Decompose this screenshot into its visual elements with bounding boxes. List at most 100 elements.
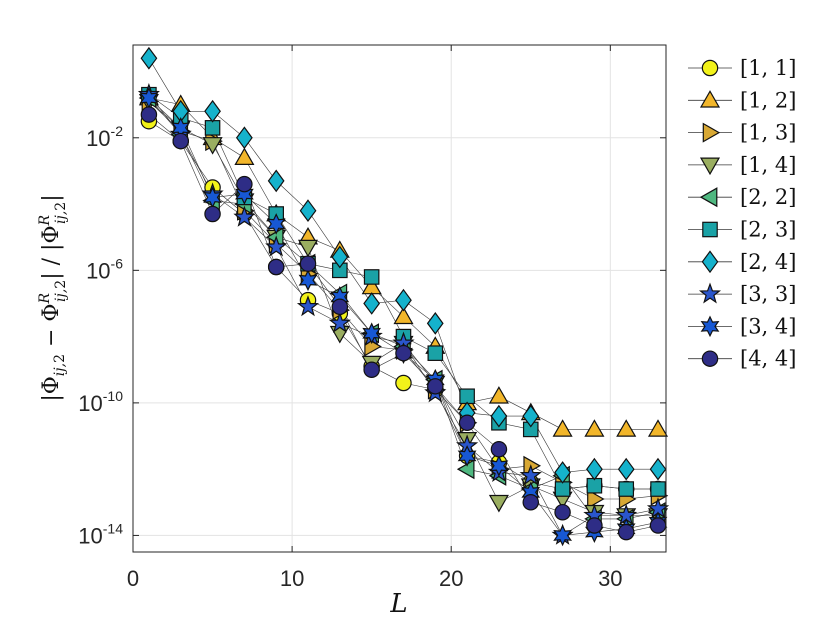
data-point <box>299 199 317 223</box>
data-point <box>140 106 158 123</box>
data-point <box>297 239 319 258</box>
data-point <box>617 457 635 481</box>
y-axis-ticks: 10-2 10-6 10-10 10-14 <box>78 123 666 548</box>
data-point <box>522 494 540 511</box>
x-axis-label: L <box>389 589 407 619</box>
data-point <box>554 503 571 521</box>
legend-label: [1, 1] <box>740 56 796 80</box>
legend-marker <box>702 122 721 143</box>
data-point <box>331 245 349 269</box>
x-tick-label: 10 <box>280 566 304 591</box>
data-point <box>522 404 540 428</box>
data-point <box>586 457 603 481</box>
data-point <box>172 132 189 150</box>
legend-marker <box>700 315 720 338</box>
data-point <box>458 414 476 432</box>
data-point <box>204 99 221 123</box>
x-tick-label: 30 <box>598 566 622 591</box>
data-point <box>456 459 475 480</box>
data-point <box>235 126 253 150</box>
data-point <box>331 298 349 316</box>
legend-label: [4, 4] <box>740 347 796 371</box>
legend-label: [2, 2] <box>740 185 796 209</box>
plot-frame <box>132 44 667 553</box>
data-point <box>266 213 286 235</box>
x-tick-label: 20 <box>439 566 463 591</box>
data-point <box>363 361 380 378</box>
data-point <box>488 386 509 404</box>
data-point <box>459 388 475 405</box>
legend-marker <box>698 282 722 304</box>
y-tick-label: 10-14 <box>78 520 123 548</box>
data-point <box>427 378 444 395</box>
data-point <box>616 419 637 437</box>
data-point <box>649 517 667 534</box>
data-point <box>649 457 667 481</box>
y-tick-label: 10-2 <box>86 123 123 151</box>
legend-marker <box>701 350 719 367</box>
data-point <box>236 175 253 193</box>
data-point <box>234 147 255 165</box>
data-point <box>393 306 414 325</box>
data-point <box>233 205 256 227</box>
legend-label: [2, 4] <box>740 250 796 274</box>
data-point <box>204 205 221 223</box>
data-point <box>490 404 508 428</box>
data-point <box>647 419 669 437</box>
data-point <box>650 481 666 497</box>
legend-marker <box>699 90 721 108</box>
data-point <box>267 258 285 276</box>
y-tick-label: 10-6 <box>86 255 123 283</box>
y-axis-label: |Φij,2 − ΦRij,2| / |ΦRij,2| <box>37 194 69 401</box>
data-point <box>584 419 605 437</box>
data-point <box>587 488 605 510</box>
data-point <box>552 419 573 437</box>
data-point <box>363 269 380 285</box>
data-point <box>298 269 318 292</box>
data-point <box>488 494 509 513</box>
data-point <box>202 137 223 155</box>
legend-label: [1, 2] <box>740 88 796 112</box>
legend-label: [1, 3] <box>740 121 796 145</box>
data-point <box>554 461 571 484</box>
legend-marker <box>701 250 719 274</box>
legend-label: [3, 3] <box>740 282 796 306</box>
legend-marker <box>699 157 721 176</box>
data-point <box>362 322 381 345</box>
data-point <box>296 295 320 317</box>
y-tick-label: 10-10 <box>78 388 123 416</box>
data-point <box>490 441 508 458</box>
data-point <box>267 169 285 193</box>
legend-label: [2, 3] <box>740 218 796 242</box>
data-point <box>553 524 573 547</box>
data-point <box>618 481 635 497</box>
data-point <box>265 235 288 257</box>
data-point <box>426 311 444 335</box>
x-axis-ticks: 0 10 20 30 <box>127 45 623 591</box>
legend-marker <box>701 59 719 77</box>
data-point <box>554 481 571 497</box>
data-point <box>457 445 477 467</box>
svg-text:|Φij,2 − ΦRij,2| / |ΦRij,2|: |Φij,2 − ΦRij,2| / |ΦRij,2| <box>37 194 69 401</box>
data-point <box>363 292 381 315</box>
data-point <box>140 46 158 70</box>
data-point <box>489 454 509 477</box>
legend-label: [1, 4] <box>740 153 796 177</box>
legend-marker <box>699 187 718 208</box>
legend-label: [3, 4] <box>740 314 796 338</box>
data-point <box>519 464 542 486</box>
data-point <box>427 345 444 361</box>
data-point <box>235 183 254 206</box>
legend-marker <box>702 221 718 238</box>
data-point <box>395 374 412 392</box>
data-point <box>204 120 221 136</box>
legend: [1, 1] [1, 2] [1, 3] [1, 4] [2, 2] [2, 3] [2, … <box>688 56 796 371</box>
x-tick-label: 0 <box>127 566 139 591</box>
data-point <box>586 517 603 534</box>
data-point <box>617 523 635 541</box>
data-point <box>395 344 412 362</box>
series-markers <box>137 46 670 547</box>
data-point <box>586 477 603 494</box>
data-point <box>328 311 352 333</box>
